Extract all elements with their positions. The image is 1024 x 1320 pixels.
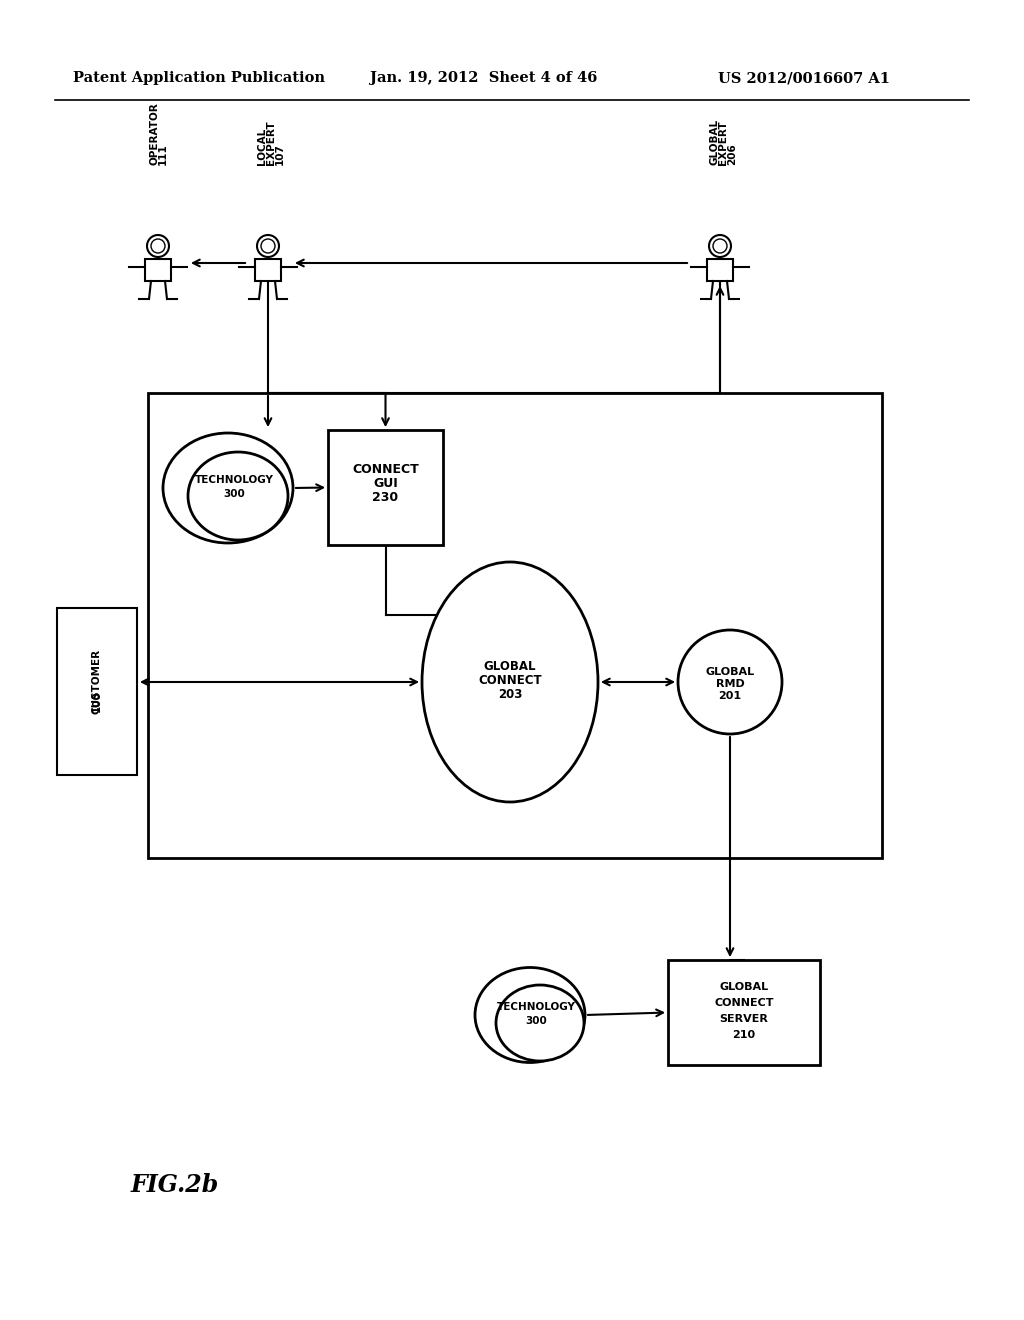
Text: GLOBAL: GLOBAL xyxy=(709,119,719,165)
Bar xyxy=(148,393,882,858)
Circle shape xyxy=(257,235,279,257)
Bar xyxy=(145,259,171,281)
Bar xyxy=(707,259,733,281)
Text: LOCAL: LOCAL xyxy=(257,128,267,165)
Ellipse shape xyxy=(475,968,585,1063)
Ellipse shape xyxy=(496,985,584,1061)
Bar xyxy=(57,609,137,775)
Text: 210: 210 xyxy=(732,1030,756,1040)
Text: FIG.2b: FIG.2b xyxy=(131,1173,219,1197)
Text: OPERATOR: OPERATOR xyxy=(150,102,159,165)
Circle shape xyxy=(713,239,727,253)
Text: TECHNOLOGY: TECHNOLOGY xyxy=(497,1002,575,1012)
Bar xyxy=(255,259,281,281)
Text: EXPERT: EXPERT xyxy=(718,120,728,165)
Text: 300: 300 xyxy=(525,1016,547,1026)
Text: CONNECT: CONNECT xyxy=(715,998,774,1007)
Text: Jan. 19, 2012  Sheet 4 of 46: Jan. 19, 2012 Sheet 4 of 46 xyxy=(370,71,597,84)
Text: GLOBAL: GLOBAL xyxy=(706,667,755,677)
Ellipse shape xyxy=(188,451,288,540)
Text: 201: 201 xyxy=(719,690,741,701)
Text: 107: 107 xyxy=(275,143,285,165)
Text: GLOBAL: GLOBAL xyxy=(720,982,769,991)
Ellipse shape xyxy=(422,562,598,803)
Circle shape xyxy=(709,235,731,257)
Circle shape xyxy=(678,630,782,734)
Text: Patent Application Publication: Patent Application Publication xyxy=(73,71,325,84)
Circle shape xyxy=(147,235,169,257)
Text: GUI: GUI xyxy=(373,477,398,490)
Bar xyxy=(328,430,443,545)
Circle shape xyxy=(261,239,275,253)
Bar xyxy=(668,960,820,1065)
Circle shape xyxy=(151,239,165,253)
Text: CONNECT: CONNECT xyxy=(352,463,419,477)
Text: 206: 206 xyxy=(727,144,737,165)
Text: 100: 100 xyxy=(92,690,102,713)
Text: SERVER: SERVER xyxy=(720,1014,768,1023)
Text: EXPERT: EXPERT xyxy=(266,120,276,165)
Text: CUSTOMER: CUSTOMER xyxy=(92,649,102,714)
Text: 111: 111 xyxy=(158,144,168,165)
Ellipse shape xyxy=(163,433,293,543)
Text: CONNECT: CONNECT xyxy=(478,673,542,686)
Text: GLOBAL: GLOBAL xyxy=(483,660,537,672)
Text: RMD: RMD xyxy=(716,678,744,689)
Text: 203: 203 xyxy=(498,689,522,701)
Text: 300: 300 xyxy=(223,488,245,499)
Text: US 2012/0016607 A1: US 2012/0016607 A1 xyxy=(718,71,890,84)
Text: TECHNOLOGY: TECHNOLOGY xyxy=(195,475,273,484)
Text: 230: 230 xyxy=(373,491,398,504)
